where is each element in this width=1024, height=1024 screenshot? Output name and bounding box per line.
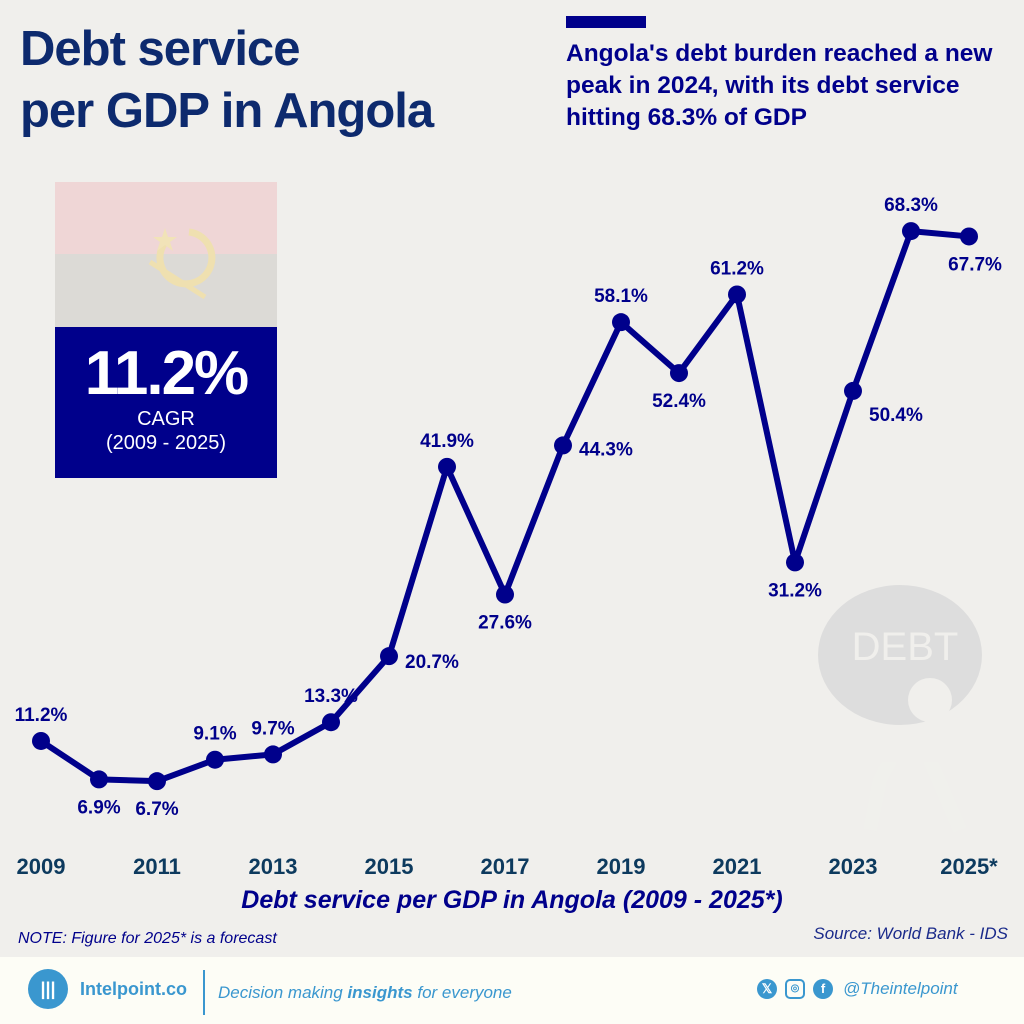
data-label: 9.1% (193, 724, 236, 745)
data-label: 13.3% (304, 686, 358, 707)
data-label: 52.4% (652, 391, 706, 412)
data-label: 61.2% (710, 258, 764, 279)
data-point (380, 647, 398, 666)
x-tick-label: 2025* (940, 854, 998, 879)
data-point (496, 585, 514, 604)
accent-bar (566, 16, 646, 28)
x-tick-label: 2017 (481, 854, 530, 879)
series-line (39, 228, 970, 785)
data-point (670, 364, 688, 383)
cagr-value: 11.2% (84, 339, 249, 408)
data-point (438, 457, 456, 476)
data-label: 6.9% (77, 797, 120, 818)
x-tick-label: 2019 (597, 854, 646, 879)
data-label: 50.4% (869, 405, 923, 426)
forecast-note: NOTE: Figure for 2025* is a forecast (18, 930, 277, 947)
data-label: 27.6% (478, 613, 532, 634)
cagr-box: 11.2% CAGR (2009 - 2025) (55, 327, 277, 478)
data-label: 44.3% (579, 439, 633, 460)
tagline-pre: Decision making (218, 983, 348, 1002)
data-point (612, 313, 630, 332)
data-point (960, 227, 978, 246)
data-label: 9.7% (251, 718, 294, 739)
data-point (322, 713, 340, 732)
debt-figure-text: DEBT (852, 625, 959, 669)
data-point (148, 772, 166, 791)
data-label: 41.9% (420, 431, 474, 452)
data-point (728, 285, 746, 304)
debt-figure-decoration: DEBT (818, 585, 982, 833)
data-point (844, 381, 862, 400)
subtitle: Angola's debt burden reached a new peak … (566, 40, 993, 131)
data-point (32, 731, 50, 750)
cagr-period: (2009 - 2025) (105, 432, 227, 454)
data-label: 20.7% (405, 652, 459, 673)
x-tick-label: 2023 (829, 854, 878, 879)
data-point (206, 750, 224, 769)
brand-link[interactable]: Intelpoint.co (80, 979, 187, 999)
data-label: 6.7% (135, 799, 178, 820)
x-icon[interactable]: 𝕏 (757, 979, 777, 999)
cagr-label: CAGR (137, 408, 195, 430)
x-tick-label: 2009 (17, 854, 66, 879)
data-label: 31.2% (768, 580, 822, 601)
line-chart: DEBT 11.2% 6.9% 6.7% 9.1% 9.7% 13.3% 20.7% 41.9… (15, 195, 1002, 879)
source: Source: World Bank - IDS (813, 924, 1008, 943)
data-point (264, 745, 282, 764)
angola-flag (55, 182, 277, 327)
title-line-2: per GDP in Angola (20, 84, 434, 138)
data-label: 67.7% (948, 254, 1002, 275)
facebook-icon[interactable]: f (813, 979, 833, 999)
footer: ||| Intelpoint.co Decision making insigh… (0, 957, 1024, 1024)
data-point (902, 222, 920, 241)
data-point (90, 770, 108, 789)
tagline-post: for everyone (412, 983, 512, 1002)
x-tick-label: 2011 (133, 854, 181, 879)
intelpoint-logo-icon[interactable]: ||| (28, 969, 68, 1009)
data-point (786, 553, 804, 572)
tagline-bold: insights (347, 983, 413, 1002)
data-point (554, 436, 572, 455)
data-label: 11.2% (15, 705, 68, 726)
tagline: Decision making insights for everyone (218, 983, 512, 1003)
x-tick-label: 2021 (713, 854, 762, 879)
instagram-icon[interactable]: ◎ (785, 979, 805, 999)
x-tick-label: 2015 (365, 854, 414, 879)
data-label: 58.1% (594, 286, 648, 307)
divider (203, 970, 205, 1015)
x-tick-label: 2013 (249, 854, 298, 879)
x-axis-label: Debt service per GDP in Angola (2009 - 2… (241, 886, 783, 914)
page-title: Debt service per GDP in Angola (20, 18, 434, 142)
data-label: 68.3% (884, 195, 938, 216)
social-handle[interactable]: @Theintelpoint (843, 979, 958, 998)
title-line-1: Debt service (20, 22, 300, 76)
social-links: 𝕏 ◎ f @Theintelpoint (757, 979, 958, 999)
